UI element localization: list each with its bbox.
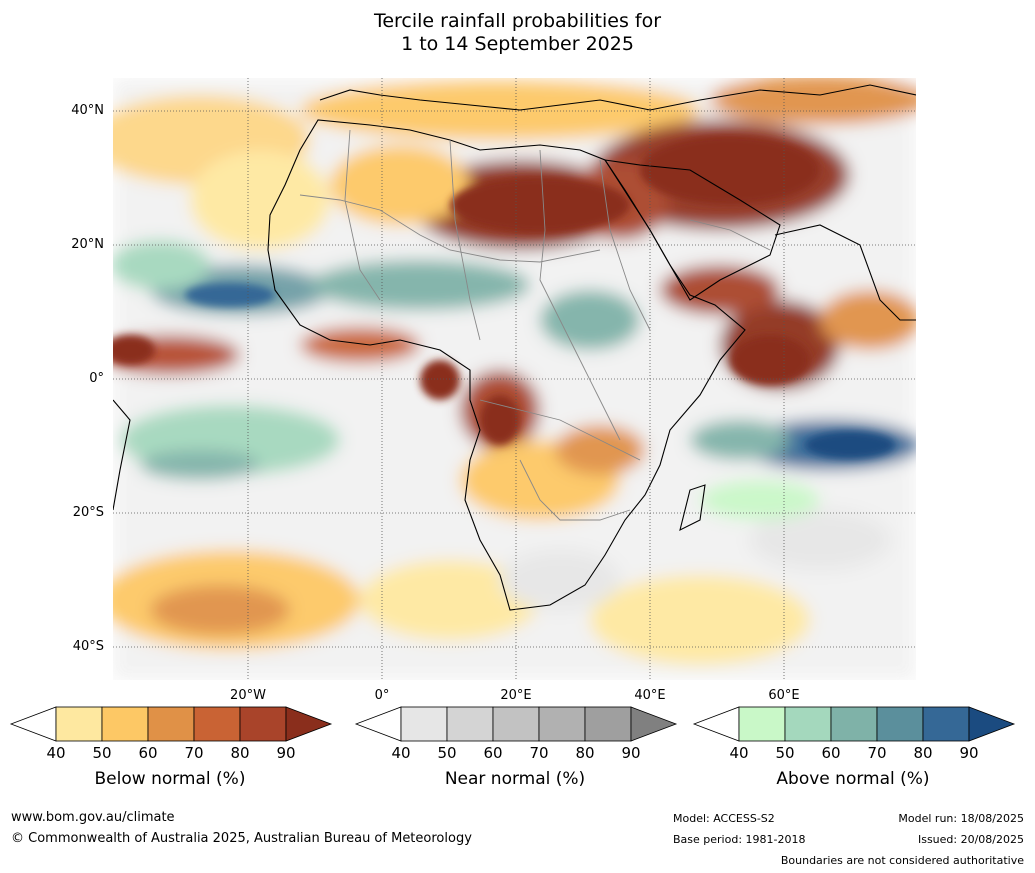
- colorbar-above-segment-1: [738, 706, 786, 742]
- colorbar-below-segment-3: [147, 706, 195, 742]
- colorbar-above-tick: 50: [775, 744, 795, 762]
- colorbar-above-low-extend: [692, 706, 740, 742]
- colorbar-below-segment-2: [101, 706, 149, 742]
- colorbar-near-segment-3: [492, 706, 540, 742]
- colorbar-above-normal: [692, 706, 1016, 742]
- gridlines: [113, 78, 916, 680]
- colorbar-above-segment-4: [876, 706, 924, 742]
- disclaimer-text: Boundaries are not considered authoritat…: [780, 854, 1024, 867]
- colorbar-above-tick: 70: [867, 744, 887, 762]
- lon-label-20e: 20°E: [500, 688, 532, 703]
- issued-text: Issued: 20/08/2025: [917, 833, 1024, 846]
- model-text: Model: ACCESS-S2: [673, 812, 775, 825]
- lat-label-20s: 20°S: [72, 505, 104, 520]
- model-run-text: Model run: 18/08/2025: [898, 812, 1024, 825]
- colorbar-below-tick: 80: [230, 744, 250, 762]
- colorbar-above-tick: 60: [821, 744, 841, 762]
- lat-label-40n: 40°N: [71, 103, 104, 118]
- colorbar-near-high-extend: [630, 706, 678, 742]
- colorbar-near-tick: 40: [391, 744, 411, 762]
- colorbar-below-segment-5: [239, 706, 287, 742]
- colorbar-near-tick: 60: [483, 744, 503, 762]
- colorbar-below-low-extend: [9, 706, 57, 742]
- colorbar-near-segment-1: [400, 706, 448, 742]
- colorbar-below-tick: 50: [92, 744, 112, 762]
- website-link[interactable]: www.bom.gov.au/climate: [11, 810, 175, 825]
- colorbar-near-tick: 50: [437, 744, 457, 762]
- chart-title: Tercile rainfall probabilities for 1 to …: [0, 10, 1035, 56]
- lon-label-40e: 40°E: [634, 688, 666, 703]
- map-field: [113, 78, 916, 680]
- colorbar-near-segment-5: [584, 706, 632, 742]
- colorbar-near-segment-2: [446, 706, 494, 742]
- colorbar-above-high-extend: [968, 706, 1016, 742]
- lon-label-0: 0°: [374, 688, 390, 703]
- colorbar-above-tick: 90: [959, 744, 979, 762]
- lat-label-20n: 20°N: [71, 237, 104, 252]
- coastlines: [113, 84, 916, 611]
- colorbar-above-tick: 40: [729, 744, 749, 762]
- colorbar-below-tick: 70: [184, 744, 204, 762]
- colorbar-above-segment-5: [922, 706, 970, 742]
- lon-label-20w: 20°W: [230, 688, 266, 703]
- colorbar-below-tick: 60: [138, 744, 158, 762]
- colorbar-below-high-extend: [285, 706, 333, 742]
- colorbar-below-title: Below normal (%): [94, 769, 246, 789]
- colorbar-below-tick: 90: [276, 744, 296, 762]
- colorbar-near-segment-4: [538, 706, 586, 742]
- colorbar-near-tick: 90: [621, 744, 641, 762]
- lat-label-40s: 40°S: [72, 639, 104, 654]
- title-line-1: Tercile rainfall probabilities for: [373, 10, 662, 32]
- colorbar-near-tick: 70: [529, 744, 549, 762]
- country-borders: [299, 129, 771, 521]
- colorbar-above-tick: 80: [913, 744, 933, 762]
- colorbar-above-segment-2: [784, 706, 832, 742]
- title-line-2: 1 to 14 September 2025: [401, 33, 634, 55]
- colorbar-below-segment-4: [193, 706, 241, 742]
- colorbar-near-normal: [354, 706, 678, 742]
- colorbar-near-tick: 80: [575, 744, 595, 762]
- lon-label-60e: 60°E: [768, 688, 800, 703]
- colorbar-above-segment-3: [830, 706, 878, 742]
- colorbar-below-tick: 40: [46, 744, 66, 762]
- colorbar-below-normal: [9, 706, 333, 742]
- colorbar-near-low-extend: [354, 706, 402, 742]
- lat-label-0: 0°: [89, 371, 104, 386]
- colorbar-near-title: Near normal (%): [444, 769, 586, 789]
- base-period-text: Base period: 1981-2018: [673, 833, 806, 846]
- colorbar-below-segment-1: [55, 706, 103, 742]
- colorbar-above-title: Above normal (%): [776, 769, 930, 789]
- copyright-text: © Commonwealth of Australia 2025, Austra…: [11, 831, 472, 846]
